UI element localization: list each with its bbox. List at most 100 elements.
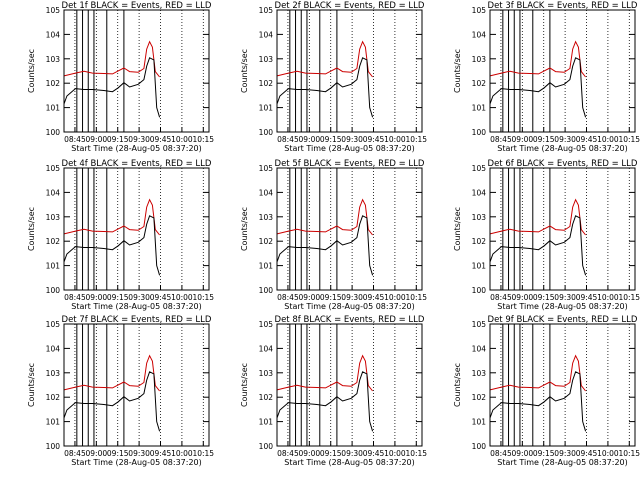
- panel-det-1: Det 1f BLACK = Events, RED = LLD 100 101 10…: [27, 1, 214, 153]
- x-tick-label: 09:15: [320, 449, 342, 458]
- x-tick-label: 08:45: [64, 135, 86, 144]
- y-tick-label: 103: [259, 55, 274, 64]
- y-tick-label: 103: [259, 213, 274, 222]
- series-events: [63, 215, 161, 276]
- series-events: [63, 371, 161, 432]
- y-axis-label: Counts/sec: [453, 207, 462, 251]
- x-tick-label: 09:45: [150, 135, 172, 144]
- panel-det-5: Det 5f BLACK = Events, RED = LLD 100 101 10…: [240, 159, 427, 311]
- y-tick-label: 101: [259, 104, 274, 113]
- y-tick-label: 102: [46, 393, 61, 402]
- series-lld: [63, 354, 160, 392]
- x-tick-label: 09:30: [128, 449, 150, 458]
- y-tick-label: 100: [259, 128, 274, 137]
- y-tick-label: 103: [46, 55, 61, 64]
- x-tick-label: 09:15: [107, 135, 129, 144]
- x-tick-label: 09:45: [363, 135, 385, 144]
- x-axis-label: Start Time (28-Aug-05 08:37:20): [71, 302, 202, 311]
- series-lld: [489, 40, 586, 78]
- panel-title: Det 6f BLACK = Events, RED = LLD: [488, 159, 638, 169]
- x-tick-label: 08:45: [277, 135, 299, 144]
- x-axis-label: Start Time (28-Aug-05 08:37:20): [284, 144, 415, 153]
- x-tick-label: 08:45: [277, 293, 299, 302]
- y-tick-label: 101: [259, 262, 274, 271]
- series-events: [63, 57, 161, 118]
- y-tick-label: 102: [46, 79, 61, 88]
- y-tick-label: 100: [46, 128, 61, 137]
- y-tick-label: 105: [46, 164, 61, 173]
- y-tick-label: 101: [46, 104, 61, 113]
- y-tick-label: 101: [46, 418, 61, 427]
- x-tick-label: 09:00: [512, 135, 534, 144]
- y-tick-label: 102: [46, 237, 61, 246]
- y-tick-label: 100: [259, 286, 274, 295]
- x-tick-label: 09:00: [512, 449, 534, 458]
- y-tick-label: 101: [472, 418, 487, 427]
- x-tick-label: 08:45: [490, 135, 512, 144]
- y-tick-label: 101: [259, 418, 274, 427]
- panel-det-4: Det 4f BLACK = Events, RED = LLD 100 101 10…: [27, 159, 214, 311]
- y-axis-label: Counts/sec: [240, 49, 249, 93]
- y-axis-label: Counts/sec: [453, 49, 462, 93]
- y-tick-label: 105: [259, 6, 274, 15]
- y-tick-label: 103: [472, 213, 487, 222]
- panel-title: Det 4f BLACK = Events, RED = LLD: [62, 159, 212, 169]
- x-tick-label: 09:30: [341, 293, 363, 302]
- x-tick-label: 08:45: [490, 293, 512, 302]
- y-tick-label: 102: [472, 393, 487, 402]
- x-tick-label: 10:00: [171, 449, 193, 458]
- y-tick-label: 100: [46, 286, 61, 295]
- y-tick-label: 100: [259, 442, 274, 451]
- x-tick-label: 09:15: [320, 293, 342, 302]
- y-tick-label: 103: [46, 369, 61, 378]
- x-axis-label: Start Time (28-Aug-05 08:37:20): [71, 458, 202, 467]
- x-tick-label: 09:45: [363, 449, 385, 458]
- x-tick-label: 09:15: [320, 135, 342, 144]
- y-tick-label: 103: [46, 213, 61, 222]
- y-tick-label: 101: [46, 262, 61, 271]
- series-events: [276, 371, 374, 432]
- y-tick-label: 104: [259, 188, 274, 197]
- series-lld: [489, 198, 586, 236]
- plot-frame: [276, 167, 423, 291]
- x-tick-label: 09:30: [554, 449, 576, 458]
- y-tick-label: 105: [472, 6, 487, 15]
- x-tick-label: 09:15: [533, 135, 555, 144]
- y-tick-label: 104: [472, 344, 487, 353]
- x-tick-label: 09:30: [341, 449, 363, 458]
- series-lld: [489, 354, 586, 392]
- x-tick-label: 09:00: [299, 293, 321, 302]
- x-tick-label: 09:00: [86, 135, 108, 144]
- y-axis-label: Counts/sec: [240, 207, 249, 251]
- y-tick-label: 105: [472, 320, 487, 329]
- x-tick-label: 09:30: [128, 293, 150, 302]
- x-tick-label: 09:00: [86, 449, 108, 458]
- y-tick-label: 105: [46, 320, 61, 329]
- x-tick-label: 10:15: [618, 293, 640, 302]
- x-tick-label: 09:30: [554, 293, 576, 302]
- y-tick-label: 104: [46, 30, 61, 39]
- y-tick-label: 102: [472, 79, 487, 88]
- y-tick-label: 104: [259, 30, 274, 39]
- plot-frame: [63, 167, 210, 291]
- panel-det-7: Det 7f BLACK = Events, RED = LLD 100 101 10…: [27, 315, 214, 467]
- x-tick-label: 09:00: [299, 135, 321, 144]
- x-tick-label: 10:00: [171, 135, 193, 144]
- y-axis-label: Counts/sec: [240, 363, 249, 407]
- x-tick-label: 09:45: [576, 449, 598, 458]
- panel-det-6: Det 6f BLACK = Events, RED = LLD 100 101 10…: [453, 159, 640, 311]
- series-lld: [276, 354, 373, 392]
- x-axis-label: Start Time (28-Aug-05 08:37:20): [284, 458, 415, 467]
- x-tick-label: 09:30: [341, 135, 363, 144]
- series-events: [489, 215, 587, 276]
- x-tick-label: 10:15: [405, 449, 427, 458]
- plot-frame: [63, 9, 210, 133]
- x-tick-label: 10:00: [384, 293, 406, 302]
- y-tick-label: 104: [259, 344, 274, 353]
- x-tick-label: 08:45: [64, 293, 86, 302]
- x-axis-label: Start Time (28-Aug-05 08:37:20): [497, 302, 628, 311]
- y-tick-label: 103: [472, 369, 487, 378]
- x-tick-label: 09:15: [107, 449, 129, 458]
- x-axis-label: Start Time (28-Aug-05 08:37:20): [71, 144, 202, 153]
